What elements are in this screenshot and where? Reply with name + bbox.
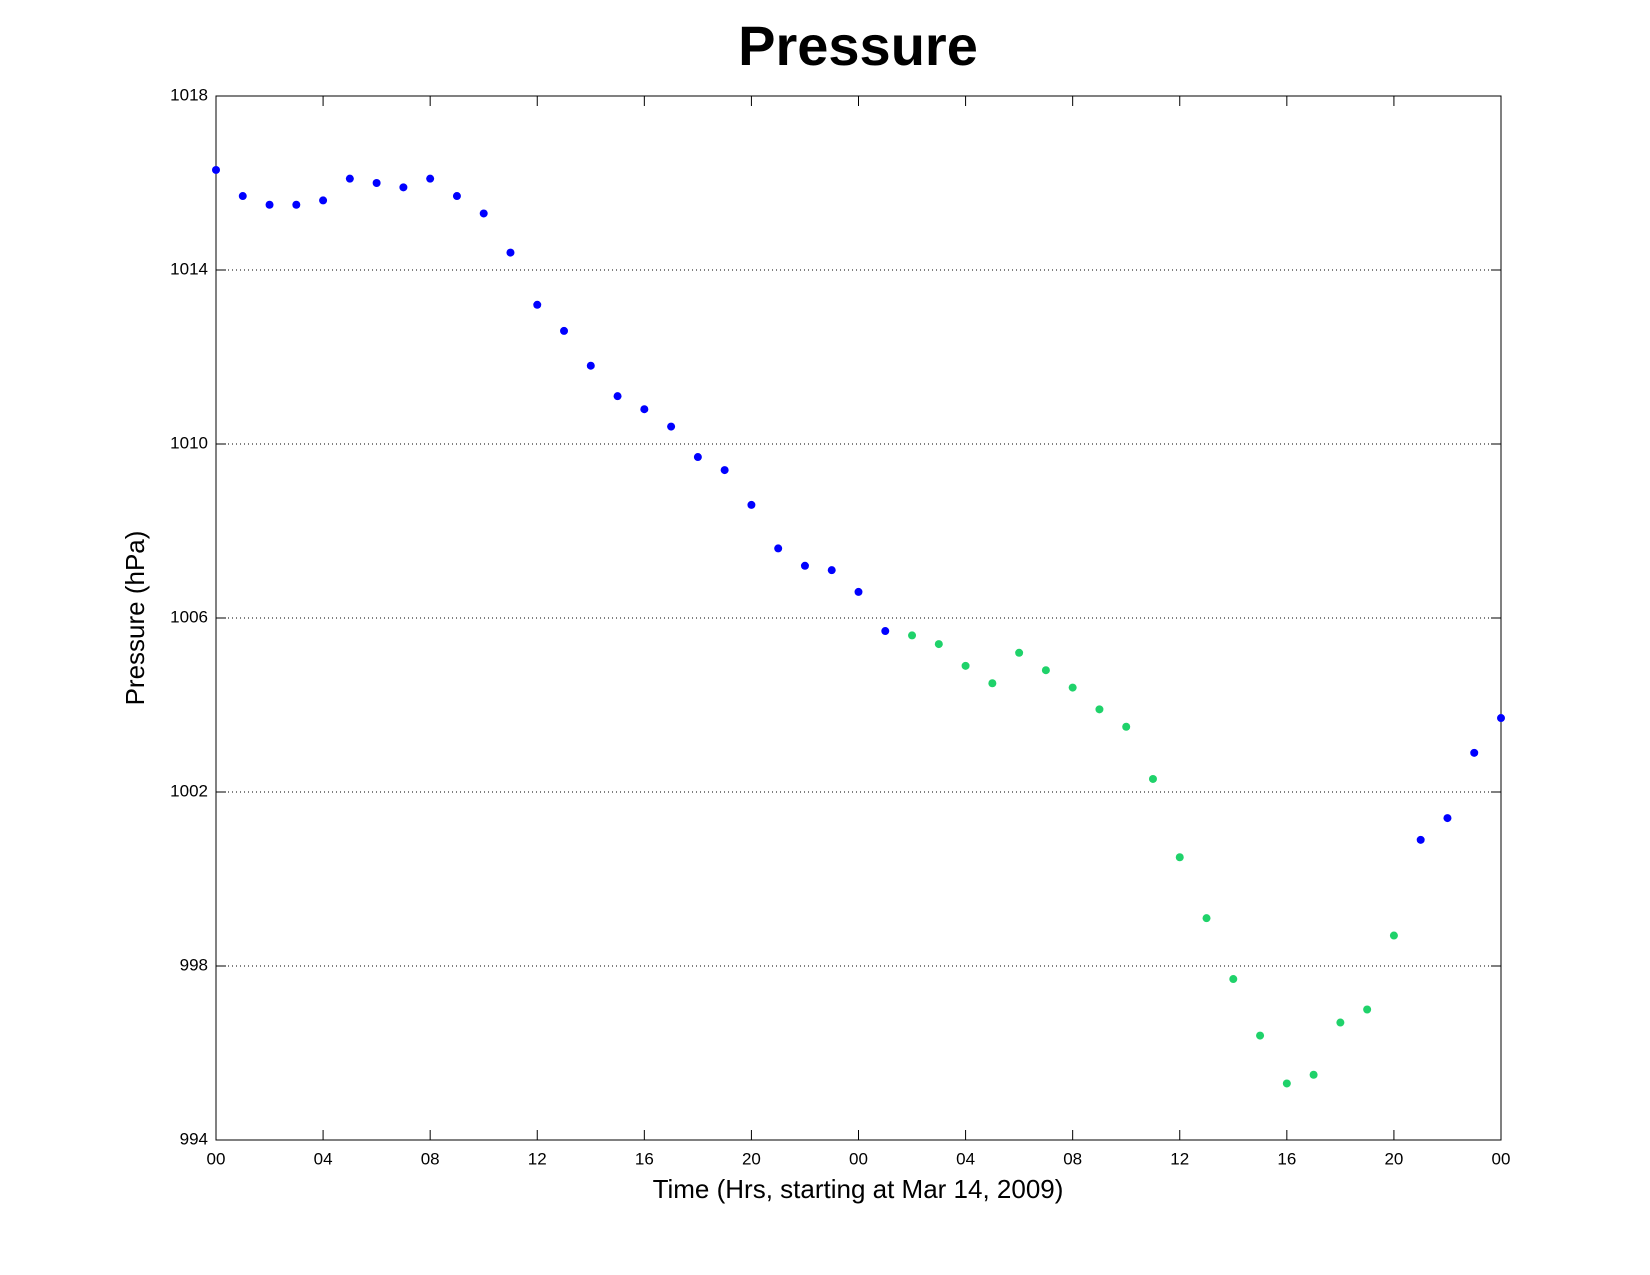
x-tick-label: 12	[528, 1149, 547, 1168]
data-point	[693, 453, 702, 462]
data-point	[506, 248, 515, 257]
data-point	[1202, 914, 1211, 923]
chart-title: Pressure	[738, 14, 978, 77]
data-point	[452, 192, 461, 201]
x-tick-label: 16	[1277, 1149, 1296, 1168]
plot-frame	[215, 95, 1502, 1141]
data-point	[774, 544, 783, 553]
y-tick-label: 1002	[170, 781, 208, 800]
data-point	[533, 300, 542, 309]
data-point	[1309, 1070, 1318, 1079]
x-axis-label: Time (Hrs, starting at Mar 14, 2009)	[653, 1174, 1064, 1204]
y-tick-label: 1014	[170, 259, 208, 278]
data-point	[586, 361, 595, 370]
data-point	[345, 174, 354, 183]
data-point	[988, 679, 997, 688]
x-tick-label: 00	[207, 1149, 226, 1168]
data-point	[1282, 1079, 1291, 1088]
x-tick-label: 20	[742, 1149, 761, 1168]
x-tick-label: 00	[1492, 1149, 1511, 1168]
data-point	[1229, 975, 1238, 984]
data-point	[292, 200, 301, 209]
data-point	[1336, 1018, 1345, 1027]
data-point	[854, 587, 863, 596]
x-tick-label: 04	[956, 1149, 975, 1168]
y-axis-label: Pressure (hPa)	[120, 531, 150, 706]
data-point	[800, 561, 809, 570]
data-point	[1497, 714, 1505, 723]
x-tick-label: 00	[849, 1149, 868, 1168]
data-point	[426, 174, 435, 183]
data-point	[667, 422, 676, 431]
data-point	[1175, 853, 1184, 862]
data-point	[238, 192, 247, 201]
data-point	[399, 183, 408, 192]
x-tick-label: 16	[635, 1149, 654, 1168]
x-tick-label: 20	[1384, 1149, 1403, 1168]
data-point	[1363, 1005, 1372, 1014]
data-point	[1041, 666, 1050, 675]
data-point	[961, 661, 970, 670]
data-point	[1015, 648, 1024, 657]
x-tick-label: 04	[314, 1149, 333, 1168]
x-tick-label: 12	[1170, 1149, 1189, 1168]
data-point	[212, 165, 220, 174]
data-point	[1470, 748, 1479, 757]
data-point	[640, 405, 649, 414]
data-point	[613, 392, 622, 401]
data-point	[1148, 774, 1157, 783]
data-point	[747, 500, 756, 509]
y-tick-label: 1006	[170, 607, 208, 626]
data-point	[319, 196, 328, 205]
y-tick-label: 1018	[170, 85, 208, 104]
data-point	[1256, 1031, 1265, 1040]
data-point	[479, 209, 488, 218]
data-point	[372, 179, 381, 187]
data-point	[934, 640, 943, 649]
data-point	[1068, 683, 1077, 692]
data-point	[827, 566, 836, 575]
data-point	[560, 326, 569, 335]
data-point	[265, 200, 274, 209]
x-tick-label: 08	[1063, 1149, 1082, 1168]
data-point	[1443, 814, 1452, 823]
data-point	[881, 627, 890, 636]
y-tick-label: 998	[180, 955, 208, 974]
data-point	[1389, 931, 1398, 940]
data-point	[908, 631, 917, 640]
x-tick-label: 08	[421, 1149, 440, 1168]
y-tick-label: 994	[180, 1129, 208, 1148]
data-point	[1095, 705, 1104, 714]
data-point	[720, 466, 729, 475]
data-point	[1416, 835, 1425, 844]
y-tick-label: 1010	[170, 433, 208, 452]
data-point	[1122, 722, 1131, 731]
